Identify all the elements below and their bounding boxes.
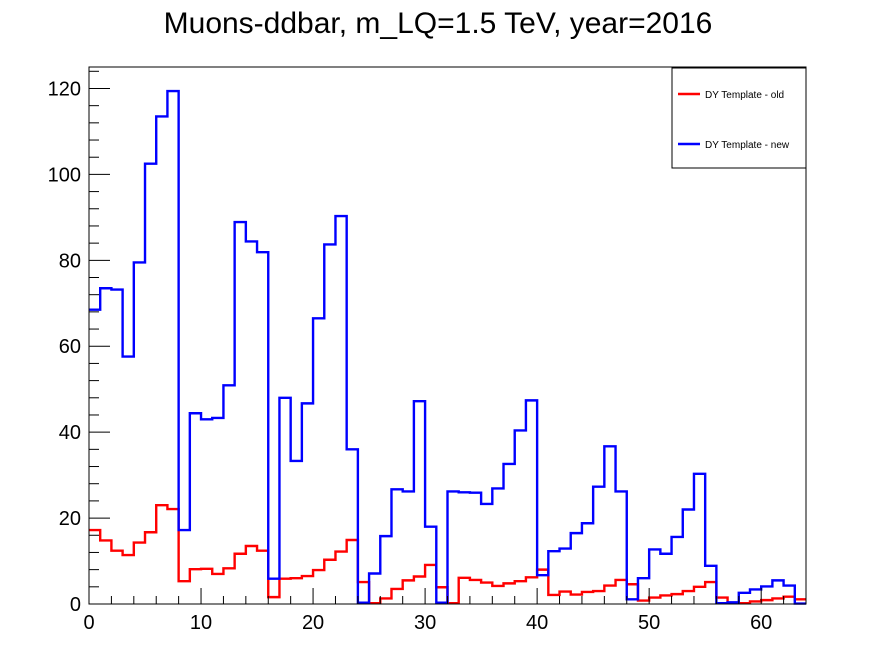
y-tick-label: 100 xyxy=(48,164,81,186)
x-tick-label: 60 xyxy=(750,612,772,634)
x-tick-label: 30 xyxy=(414,612,436,634)
x-tick-label: 50 xyxy=(638,612,660,634)
y-tick-label: 60 xyxy=(59,336,81,358)
y-tick-label: 40 xyxy=(59,422,81,444)
x-tick-label: 20 xyxy=(302,612,324,634)
series-layer xyxy=(89,89,806,605)
x-tick-label: 0 xyxy=(83,612,94,634)
chart-title: Muons-ddbar, m_LQ=1.5 TeV, year=2016 xyxy=(164,7,713,40)
y-tick-label: 20 xyxy=(59,508,81,530)
axes-layer: 0 10 20 30 40 50 60 0 20 40 60 80 100 120 xyxy=(48,66,807,634)
y-tick-label: 120 xyxy=(48,78,81,100)
legend-label-new: DY Template - new xyxy=(705,140,790,151)
legend-label-old: DY Template - old xyxy=(705,90,784,101)
x-tick-label: 40 xyxy=(526,612,548,634)
series-line-new xyxy=(89,89,806,605)
legend: DY Template - old DY Template - new xyxy=(671,67,807,169)
y-tick-label: 0 xyxy=(70,594,81,616)
legend-box xyxy=(671,67,807,169)
x-tick-label: 10 xyxy=(190,612,212,634)
y-tick-label: 80 xyxy=(59,250,81,272)
